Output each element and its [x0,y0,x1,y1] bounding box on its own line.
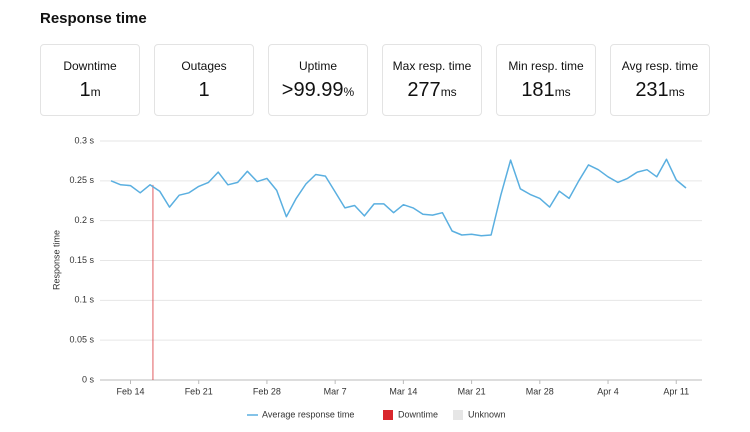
y-tick-label: 0.2 s [74,215,94,225]
stat-card: Max resp. time 277ms [382,44,482,116]
stat-value-box: 1 [155,79,253,102]
x-tick-label: Mar 21 [458,386,486,396]
y-tick-label: 0.05 s [69,335,94,345]
stat-label: Max resp. time [392,59,472,73]
legend-swatch [383,410,393,420]
stat-label: Outages [181,59,227,73]
stat-value-box: >99.99% [269,79,367,102]
page-title: Response time [40,10,147,27]
stat-unit: ms [440,85,457,99]
stat-unit: % [343,85,355,99]
y-tick-label: 0 s [82,374,95,384]
stat-value: 1 [79,79,91,101]
y-tick-label: 0.15 s [69,255,94,265]
y-tick-label: 0.3 s [74,135,94,145]
stat-value: >99.99 [281,79,344,101]
stat-value-box: 277ms [383,79,481,102]
x-tick-label: Mar 7 [324,386,347,396]
stat-unit: ms [554,85,571,99]
y-tick-label: 0.25 s [69,175,94,185]
stat-card: Avg resp. time 231ms [610,44,710,116]
stat-card: Uptime >99.99% [268,44,368,116]
stat-card: Downtime 1m [40,44,140,116]
legend-label: Downtime [398,409,438,419]
stat-label: Min resp. time [508,59,584,73]
line-series [110,158,687,237]
y-tick-label: 0.1 s [74,295,94,305]
stat-value-box: 181ms [497,79,595,102]
stat-value: 181 [521,79,555,101]
stat-value-box: 1m [41,79,139,102]
stat-value: 1 [198,79,210,101]
stat-value-box: 231ms [611,79,709,102]
legend-swatch [453,410,463,420]
y-axis-label: Response time [51,230,61,290]
x-tick-label: Apr 11 [663,386,689,396]
stat-label: Downtime [63,59,117,73]
x-tick-label: Feb 21 [185,386,213,396]
stat-label: Avg resp. time [621,59,699,73]
legend-label: Average response time [262,409,354,419]
legend-label: Unknown [468,409,506,419]
stat-card: Outages 1 [154,44,254,116]
stat-value: 277 [407,79,441,101]
stat-unit: m [90,85,101,99]
stat-label: Uptime [298,59,337,73]
stat-value: 231 [635,79,669,101]
stat-card: Min resp. time 181ms [496,44,596,116]
x-tick-label: Apr 4 [597,386,619,396]
x-tick-label: Feb 14 [116,386,144,396]
stat-unit: ms [668,85,685,99]
x-tick-label: Feb 28 [253,386,281,396]
x-tick-label: Mar 14 [389,386,417,396]
x-tick-label: Mar 28 [526,386,554,396]
